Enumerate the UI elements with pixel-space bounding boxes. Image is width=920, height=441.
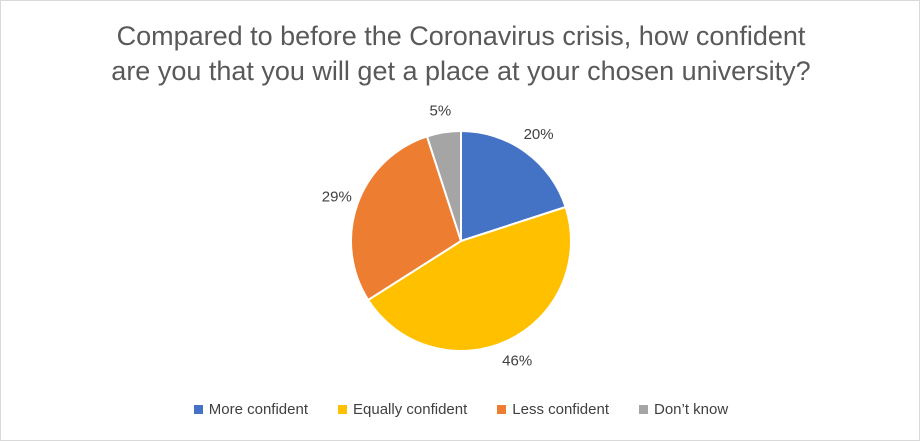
- data-label-equally-confident: 46%: [502, 352, 532, 369]
- data-label-dont-know: 5%: [430, 103, 452, 120]
- chart-title-line-1: Compared to before the Coronavirus crisi…: [116, 21, 806, 51]
- pie-slice-equally-confident: [366, 205, 572, 352]
- legend-swatch-dont-know: [639, 405, 648, 414]
- legend-swatch-less-confident: [497, 405, 507, 414]
- legend-item-more-confident: More confident: [193, 401, 309, 418]
- data-label-more-confident: 20%: [524, 126, 554, 143]
- legend-item-less-confident: Less confident: [497, 401, 609, 418]
- legend: More confident Equally confident Less co…: [1, 401, 920, 418]
- chart-title: Compared to before the Coronavirus crisi…: [41, 19, 881, 89]
- legend-label-more-confident: More confident: [208, 401, 309, 418]
- pie-slice-dont-know: [425, 129, 462, 242]
- legend-item-dont-know: Don’t know: [639, 401, 728, 418]
- legend-swatch-more-confident: [193, 405, 203, 414]
- chart-title-line-2: are you that you will get a place at you…: [111, 56, 811, 86]
- legend-label-equally-confident: Equally confident: [353, 401, 468, 418]
- pie-slice-less-confident: [350, 135, 463, 302]
- legend-swatch-equally-confident: [338, 405, 348, 414]
- legend-item-equally-confident: Equally confident: [338, 401, 467, 418]
- legend-label-dont-know: Don’t know: [654, 401, 729, 418]
- data-label-less-confident: 29%: [322, 188, 352, 205]
- pie-slice-more-confident: [460, 129, 567, 243]
- legend-label-less-confident: Less confident: [512, 401, 609, 418]
